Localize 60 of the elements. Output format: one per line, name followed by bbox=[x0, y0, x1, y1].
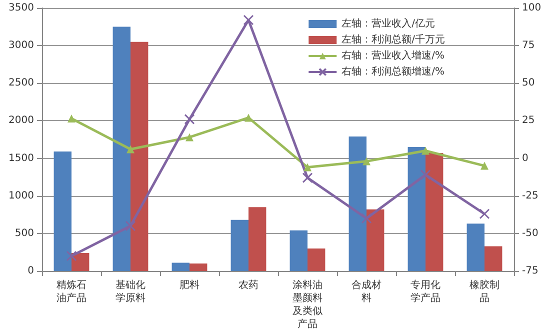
bar bbox=[112, 26, 130, 271]
legend-label: 左轴：利润总额/千万元 bbox=[342, 34, 446, 46]
bar bbox=[72, 252, 90, 271]
x-tick-label: 涂料油墨颜料及类似产品 bbox=[292, 279, 322, 330]
bar bbox=[172, 262, 190, 271]
point bbox=[66, 250, 77, 262]
legend-label: 左轴：营业收入/亿元 bbox=[342, 18, 436, 30]
point bbox=[480, 162, 488, 170]
bar bbox=[426, 153, 444, 271]
y2-tick-label: 100 bbox=[522, 2, 542, 14]
point bbox=[184, 114, 195, 124]
bar bbox=[366, 209, 384, 271]
bar bbox=[484, 246, 502, 271]
y2-tick-label: -50 bbox=[522, 228, 538, 239]
y-tick-label: 0 bbox=[28, 266, 34, 276]
point bbox=[244, 114, 252, 122]
point bbox=[304, 163, 312, 172]
bar bbox=[408, 147, 426, 271]
y-tick-label: 2000 bbox=[8, 115, 34, 126]
y2-tick-label: -25 bbox=[522, 190, 538, 202]
y2-tick-label: 50 bbox=[522, 78, 535, 89]
point bbox=[68, 114, 76, 122]
bar bbox=[308, 248, 326, 271]
bar bbox=[130, 42, 148, 271]
x-tick-label: 肥料 bbox=[180, 279, 200, 291]
point bbox=[302, 172, 313, 184]
y2-tick-label: 75 bbox=[522, 40, 535, 52]
point bbox=[420, 170, 431, 180]
x-tick-label: 合成材料 bbox=[352, 279, 382, 304]
legend-label: 右轴：利润总额增速/% bbox=[342, 66, 445, 78]
y-tick-label: 1000 bbox=[8, 190, 34, 202]
bar bbox=[54, 152, 72, 271]
y2-tick-label: 0 bbox=[522, 152, 528, 164]
y2-tick-label: 25 bbox=[522, 115, 535, 126]
y-tick-label: 3000 bbox=[8, 40, 34, 52]
point bbox=[126, 145, 134, 154]
bar bbox=[348, 136, 366, 271]
y-tick-label: 3500 bbox=[8, 2, 34, 14]
bar bbox=[290, 230, 308, 271]
point bbox=[362, 157, 370, 166]
point bbox=[243, 14, 254, 26]
bar bbox=[466, 224, 484, 271]
point bbox=[125, 220, 136, 232]
y-tick-label: 1500 bbox=[8, 152, 34, 164]
bar bbox=[248, 207, 266, 271]
point bbox=[361, 213, 372, 224]
point bbox=[479, 208, 490, 220]
bar bbox=[190, 263, 208, 271]
x-tick-label: 农药 bbox=[238, 279, 258, 291]
y-tick-label: 500 bbox=[14, 228, 34, 239]
x-tick-label: 基础化学原料 bbox=[116, 279, 146, 304]
x-tick-label: 橡胶制品 bbox=[470, 279, 500, 304]
y2-tick-label: -75 bbox=[522, 266, 538, 276]
point bbox=[186, 133, 194, 142]
legend-label: 右轴：营业收入增速/% bbox=[342, 50, 445, 62]
y-tick-label: 2500 bbox=[8, 78, 34, 89]
bar bbox=[230, 220, 248, 271]
x-tick-label: 专用化学产品 bbox=[410, 279, 440, 304]
point bbox=[422, 146, 430, 155]
x-tick-label: 精炼石油产品 bbox=[56, 279, 86, 304]
